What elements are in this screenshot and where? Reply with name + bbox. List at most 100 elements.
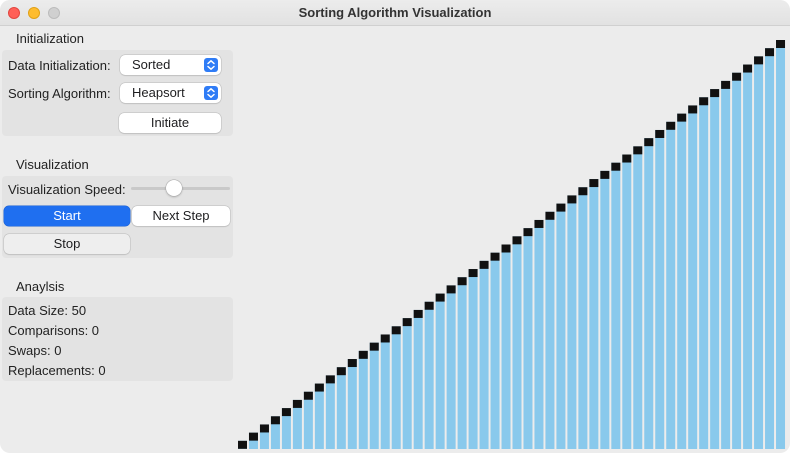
data-bar xyxy=(743,64,753,449)
data-bar xyxy=(413,309,423,449)
bar-top-marker xyxy=(523,228,533,237)
data-bar xyxy=(534,219,544,449)
bar-top-marker xyxy=(259,424,269,433)
data-init-label: Data Initialization: xyxy=(8,58,111,73)
bar-top-marker xyxy=(369,342,379,351)
data-bar xyxy=(721,80,731,450)
data-bar xyxy=(270,416,280,449)
data-bar xyxy=(479,260,489,449)
stop-button[interactable]: Stop xyxy=(4,234,130,254)
bar-top-marker xyxy=(413,309,423,318)
comparisons-text: Comparisons: 0 xyxy=(8,323,100,338)
speed-slider-thumb[interactable] xyxy=(165,180,182,196)
data-bar xyxy=(622,154,632,449)
bar-top-marker xyxy=(545,211,555,220)
data-bar xyxy=(490,252,500,449)
data-bar xyxy=(281,408,291,449)
bar-top-marker xyxy=(622,154,632,163)
data-bar xyxy=(501,244,511,449)
data-bar xyxy=(424,301,434,449)
algorithm-select[interactable]: Heapsort xyxy=(120,83,221,103)
data-bar xyxy=(457,277,467,449)
chevron-updown-icon xyxy=(204,86,218,100)
data-bar xyxy=(325,375,335,449)
bar-top-marker xyxy=(534,219,544,228)
bar-top-marker xyxy=(556,203,566,212)
bar-top-marker xyxy=(666,121,676,130)
bar-top-marker xyxy=(303,391,313,400)
bar-top-marker xyxy=(765,48,775,57)
bar-top-marker xyxy=(391,326,401,335)
data-bar xyxy=(754,56,764,450)
data-bar xyxy=(380,334,390,449)
data-bar xyxy=(402,318,412,449)
data-bar xyxy=(347,359,357,449)
data-bar xyxy=(556,203,566,449)
bar-top-marker xyxy=(479,260,489,269)
data-bar xyxy=(567,195,577,449)
window-title: Sorting Algorithm Visualization xyxy=(298,5,492,20)
bar-top-marker xyxy=(776,40,786,48)
bar-top-marker xyxy=(490,252,500,261)
algorithm-label: Sorting Algorithm: xyxy=(8,86,111,101)
data-bar xyxy=(314,383,324,449)
data-bar xyxy=(633,146,643,449)
bar-top-marker xyxy=(347,359,357,368)
bar-top-marker xyxy=(238,440,247,449)
bar-top-marker xyxy=(358,350,368,359)
bar-top-marker xyxy=(644,138,654,147)
bar-top-marker xyxy=(589,179,599,188)
data-bar xyxy=(523,228,533,449)
bar-top-marker xyxy=(501,244,511,253)
bar-top-marker xyxy=(578,187,588,196)
zoom-window-button[interactable] xyxy=(48,7,60,19)
bar-top-marker xyxy=(468,269,478,278)
bar-top-marker xyxy=(710,89,720,98)
bar-top-marker xyxy=(402,318,412,327)
data-bar xyxy=(600,170,610,449)
bar-top-marker xyxy=(655,129,665,138)
visualization-section-label: Visualization xyxy=(16,157,89,172)
bar-top-marker xyxy=(611,162,621,171)
initialization-group: Data Initialization: Sorted Sorting Algo… xyxy=(2,50,233,136)
next-step-button[interactable]: Next Step xyxy=(132,206,230,226)
close-window-button[interactable] xyxy=(8,7,20,19)
data-bar xyxy=(303,391,313,449)
bar-top-marker xyxy=(743,64,753,73)
data-size-text: Data Size: 50 xyxy=(8,303,87,318)
bar-top-marker xyxy=(248,432,258,441)
bar-top-marker xyxy=(325,375,335,384)
data-init-value: Sorted xyxy=(132,57,171,72)
bar-top-marker xyxy=(721,80,731,89)
bar-top-marker xyxy=(600,170,610,179)
bar-top-marker xyxy=(567,195,577,204)
swaps-text: Swaps: 0 xyxy=(8,343,62,358)
data-bar xyxy=(512,236,522,449)
speed-label: Visualization Speed: xyxy=(8,182,126,197)
data-bar xyxy=(688,105,698,449)
data-bar xyxy=(369,342,379,449)
bar-top-marker xyxy=(270,416,280,425)
data-bar xyxy=(446,285,456,449)
initialization-section-label: Initialization xyxy=(16,31,84,46)
bar-top-marker xyxy=(380,334,390,343)
analysis-group: Data Size: 50 Comparisons: 0 Swaps: 0 Re… xyxy=(2,297,233,381)
bar-top-marker xyxy=(336,367,346,376)
data-bar xyxy=(677,113,687,450)
bar-top-marker xyxy=(677,113,687,122)
replacements-text: Replacements: 0 xyxy=(8,363,106,378)
data-bar xyxy=(545,211,555,449)
data-bar xyxy=(292,399,302,449)
bar-top-marker xyxy=(281,408,291,417)
title-bar: Sorting Algorithm Visualization xyxy=(0,0,790,26)
data-bar xyxy=(666,121,676,450)
data-init-select[interactable]: Sorted xyxy=(120,55,221,75)
data-bar xyxy=(732,72,742,449)
data-bar xyxy=(776,40,786,449)
start-button[interactable]: Start xyxy=(4,206,130,226)
initiate-button[interactable]: Initiate xyxy=(119,113,221,133)
bar-top-marker xyxy=(424,301,434,310)
minimize-window-button[interactable] xyxy=(28,7,40,19)
data-bar xyxy=(699,97,709,449)
